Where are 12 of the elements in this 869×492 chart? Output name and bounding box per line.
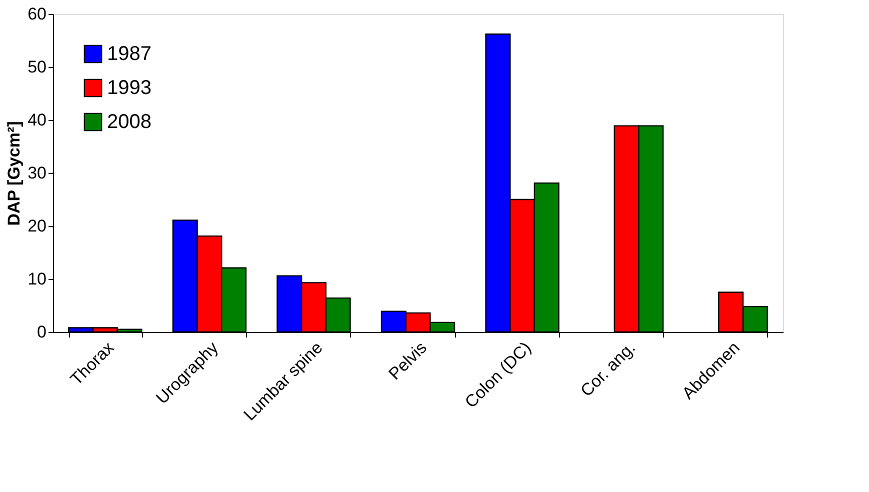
y-tick-label: 0 [37, 322, 46, 342]
y-axis-title: DAP [Gycm²] [4, 121, 24, 226]
y-tick-label: 60 [28, 4, 46, 24]
legend-label: 1987 [107, 43, 152, 65]
x-tick-label: Cor. ang. [576, 338, 640, 400]
y-tick-label: 10 [28, 270, 46, 288]
y-tick-label: 20 [28, 216, 46, 236]
legend-label: 1993 [107, 77, 152, 99]
y-tick-label: 40 [28, 110, 46, 130]
y-tick-label: 50 [28, 58, 46, 76]
legend-label: 2008 [107, 111, 152, 133]
y-tick-label: 30 [28, 164, 46, 182]
